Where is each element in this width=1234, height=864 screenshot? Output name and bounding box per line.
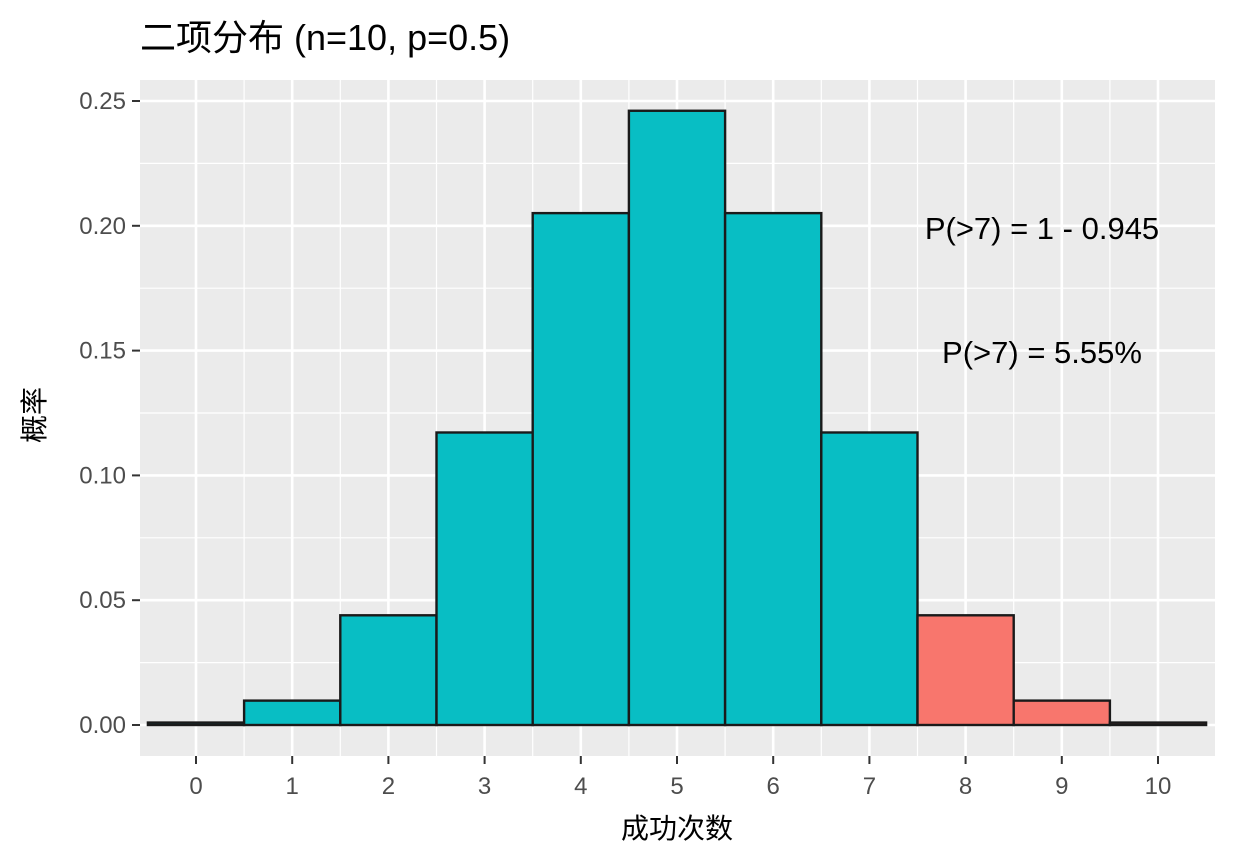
y-tick-label: 0.20 xyxy=(79,213,126,240)
x-tick-label: 3 xyxy=(478,773,491,800)
y-tick-label: 0.15 xyxy=(79,338,126,365)
x-tick-label: 8 xyxy=(959,773,972,800)
bar-4 xyxy=(531,211,631,727)
x-tick-label: 5 xyxy=(670,773,683,800)
x-tick-label: 0 xyxy=(189,773,202,800)
x-tick-label: 7 xyxy=(863,773,876,800)
x-tick-label: 4 xyxy=(574,773,587,800)
chart-title: 二项分布 (n=10, p=0.5) xyxy=(140,17,510,58)
bar-2 xyxy=(339,614,438,727)
bar-9 xyxy=(1012,699,1112,727)
y-tick-label: 0.25 xyxy=(79,88,126,115)
y-tick-label: 0.05 xyxy=(79,587,126,614)
bar-7 xyxy=(820,431,919,727)
y-tick-label: 0.10 xyxy=(79,462,126,489)
x-axis-title: 成功次数 xyxy=(621,813,733,844)
y-tick-label: 0.00 xyxy=(79,712,126,739)
y-axis-title: 概率 xyxy=(19,387,50,443)
bar-3 xyxy=(435,431,534,727)
bar-6 xyxy=(723,211,823,727)
y-axis: 0.00 0.05 0.10 0.15 0.20 0.25 xyxy=(79,88,140,739)
bar-0 xyxy=(146,721,246,727)
x-axis: 0 1 2 3 4 5 6 7 8 9 10 xyxy=(189,756,1171,800)
annotation-complement: P(>7) = 1 - 0.945 xyxy=(925,211,1159,246)
bars xyxy=(146,109,1208,727)
bar-5 xyxy=(627,109,727,727)
x-tick-label: 10 xyxy=(1145,773,1172,800)
annotation-percent: P(>7) = 5.55% xyxy=(942,335,1142,370)
x-tick-label: 1 xyxy=(286,773,299,800)
bar-1 xyxy=(242,699,342,727)
bar-10 xyxy=(1108,721,1208,727)
x-tick-label: 9 xyxy=(1055,773,1068,800)
x-tick-label: 2 xyxy=(382,773,395,800)
bar-8 xyxy=(916,614,1015,727)
x-tick-label: 6 xyxy=(767,773,780,800)
